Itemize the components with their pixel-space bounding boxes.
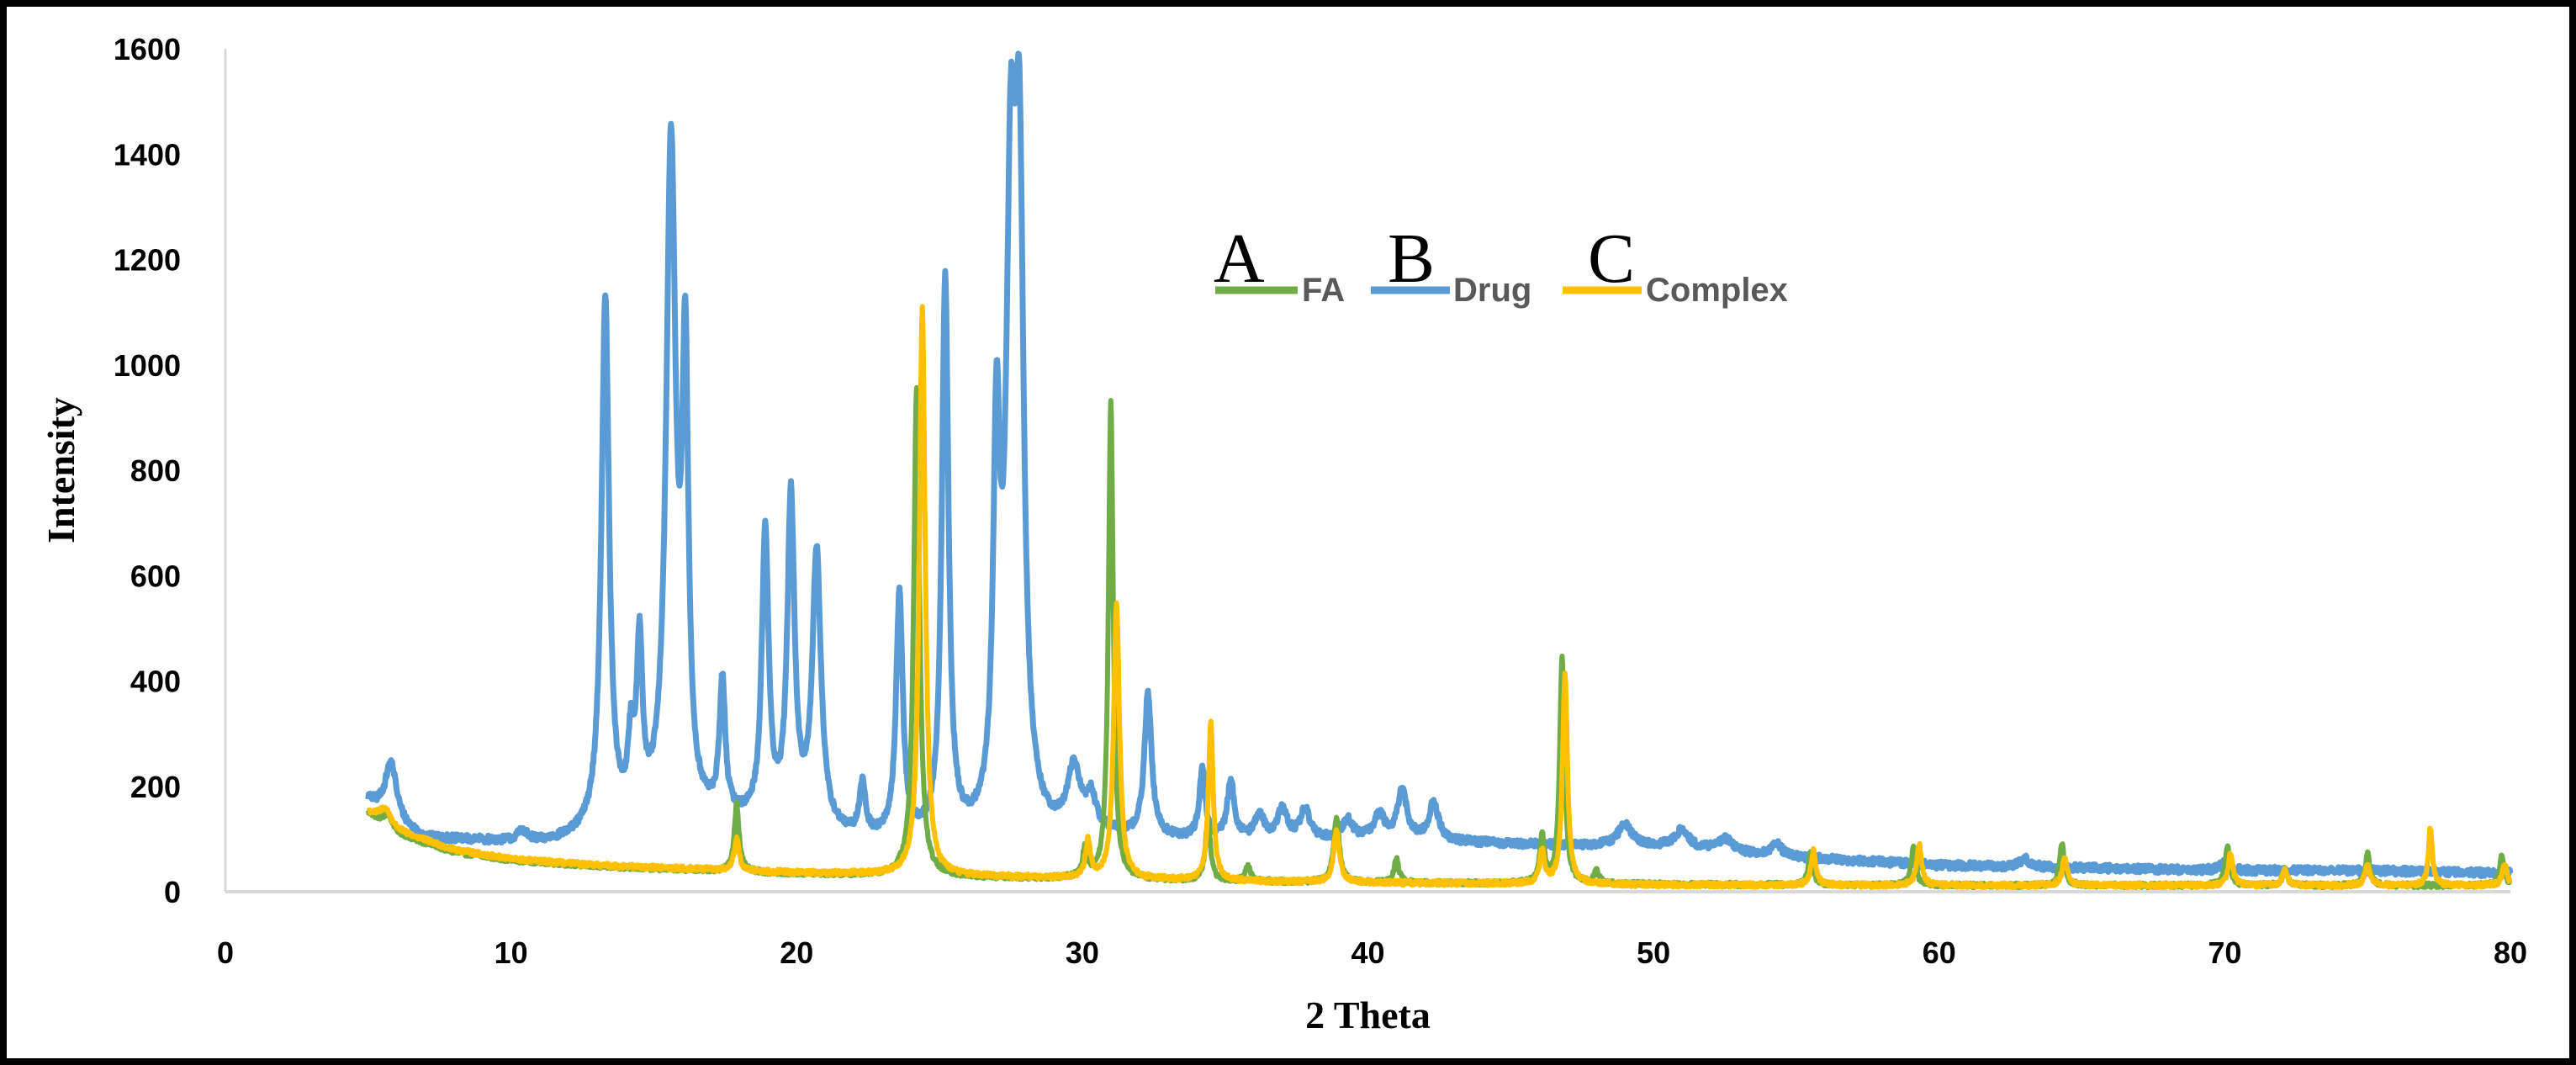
legend-entry-complex: C Complex (1563, 220, 1788, 309)
series-line-drug (365, 50, 2514, 880)
y-tick-label: 1200 (114, 243, 181, 278)
x-tick-label: 0 (217, 935, 234, 970)
y-tick-labels: 0 200 400 600 800 1000 1200 1400 1600 (114, 32, 181, 909)
y-tick-label: 200 (130, 770, 181, 804)
y-tick-label: 0 (164, 875, 181, 909)
y-tick-label: 1400 (114, 137, 181, 172)
x-tick-label: 40 (1351, 935, 1384, 970)
y-axis-title: Intensity (40, 397, 82, 543)
y-tick-label: 1600 (114, 32, 181, 66)
y-tick-label: 600 (130, 559, 181, 593)
legend-label-complex: Complex (1646, 272, 1788, 309)
x-tick-label: 20 (780, 935, 813, 970)
legend-letter-c: C (1588, 220, 1635, 298)
x-tick-label: 60 (1923, 935, 1956, 970)
legend-label-drug: Drug (1453, 272, 1531, 309)
x-tick-labels: 0 10 20 30 40 50 60 70 80 (217, 935, 2527, 970)
x-tick-label: 30 (1066, 935, 1099, 970)
y-tick-label: 400 (130, 665, 181, 699)
legend-letter-b: B (1388, 220, 1435, 298)
series-layer (365, 50, 2514, 891)
legend-label-fa: FA (1302, 272, 1345, 309)
x-tick-label: 80 (2494, 935, 2527, 970)
y-tick-label: 800 (130, 453, 181, 488)
x-axis-title: 2 Theta (1305, 993, 1431, 1036)
legend-entry-drug: B Drug (1371, 220, 1531, 309)
legend: A FA B Drug C Complex (1214, 220, 1788, 309)
x-tick-label: 50 (1637, 935, 1670, 970)
y-tick-label: 1000 (114, 348, 181, 383)
legend-letter-a: A (1214, 220, 1265, 298)
series-line-complex (366, 304, 2513, 891)
legend-entry-fa: A FA (1214, 220, 1345, 309)
x-tick-label: 70 (2208, 935, 2241, 970)
x-tick-label: 10 (495, 935, 528, 970)
